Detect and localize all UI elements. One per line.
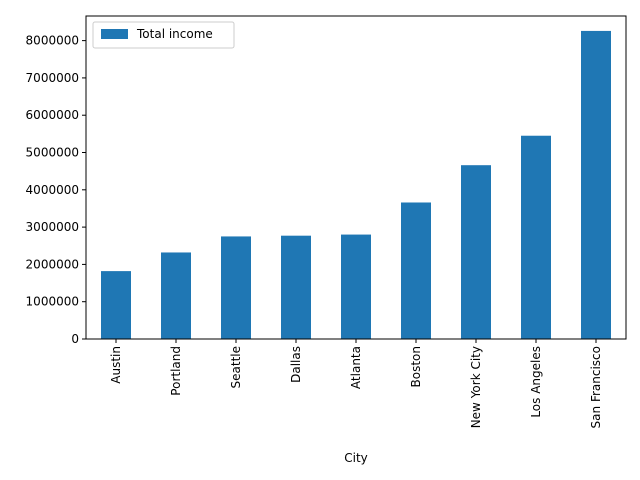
x-tick-label: Portland xyxy=(169,346,183,396)
bar-los-angeles xyxy=(521,135,551,339)
legend-swatch xyxy=(101,29,128,39)
y-tick-label: 0 xyxy=(71,332,79,346)
bar-san-francisco xyxy=(581,30,611,340)
y-tick-label: 4000000 xyxy=(26,183,79,197)
legend-label: Total income xyxy=(136,27,213,41)
y-axis-ticks: 0 1000000 2000000 3000000 4000000 5000000 6000… xyxy=(26,34,86,346)
bar-dallas xyxy=(281,235,311,339)
bar-portland xyxy=(161,252,191,339)
x-tick-label: San Francisco xyxy=(589,346,603,428)
y-tick-label: 6000000 xyxy=(26,108,79,122)
y-tick-label: 3000000 xyxy=(26,220,79,234)
y-tick-label: 2000000 xyxy=(26,257,79,271)
legend: Total income xyxy=(92,21,235,49)
bar-new-york-city xyxy=(461,165,491,339)
y-tick-label: 1000000 xyxy=(26,295,79,309)
x-tick-label: Austin xyxy=(109,346,123,384)
plot-frame xyxy=(85,15,627,340)
bar-boston xyxy=(401,202,431,339)
x-tick-label: New York City xyxy=(469,346,483,428)
legend-box xyxy=(92,21,235,49)
x-tick-label: Boston xyxy=(409,346,423,387)
bar-atlanta xyxy=(341,234,371,339)
x-tick-label: Seattle xyxy=(229,346,243,388)
x-axis-label: City xyxy=(344,451,368,465)
x-tick-label: Dallas xyxy=(289,346,303,383)
bars-group xyxy=(101,30,611,340)
bar-seattle xyxy=(221,236,251,339)
y-tick-label: 7000000 xyxy=(26,71,79,85)
bar-austin xyxy=(101,271,131,339)
x-tick-label: Atlanta xyxy=(349,346,363,389)
y-tick-label: 8000000 xyxy=(26,34,79,48)
x-tick-label: Los Angeles xyxy=(529,346,543,418)
y-tick-label: 5000000 xyxy=(26,146,79,160)
x-axis-ticks: Austin Portland Seattle Dallas Atlanta Boston… xyxy=(109,339,603,428)
